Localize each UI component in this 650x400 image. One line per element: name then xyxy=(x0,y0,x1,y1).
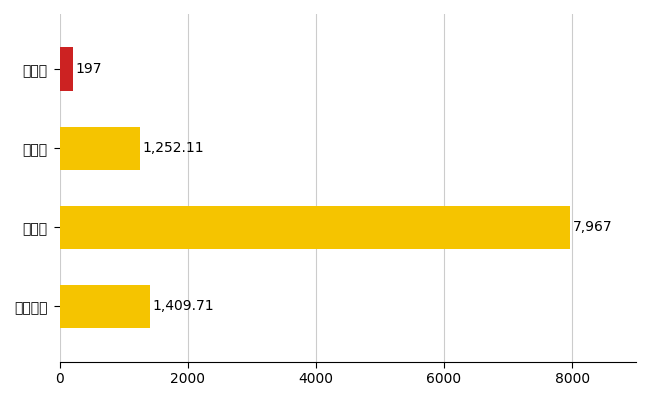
Bar xyxy=(60,48,73,91)
Text: 7,967: 7,967 xyxy=(573,220,612,234)
Bar xyxy=(60,206,570,249)
Bar xyxy=(60,285,150,328)
Text: 1,252.11: 1,252.11 xyxy=(142,141,204,155)
Text: 197: 197 xyxy=(75,62,101,76)
Text: 1,409.71: 1,409.71 xyxy=(153,299,215,313)
Bar xyxy=(60,126,140,170)
